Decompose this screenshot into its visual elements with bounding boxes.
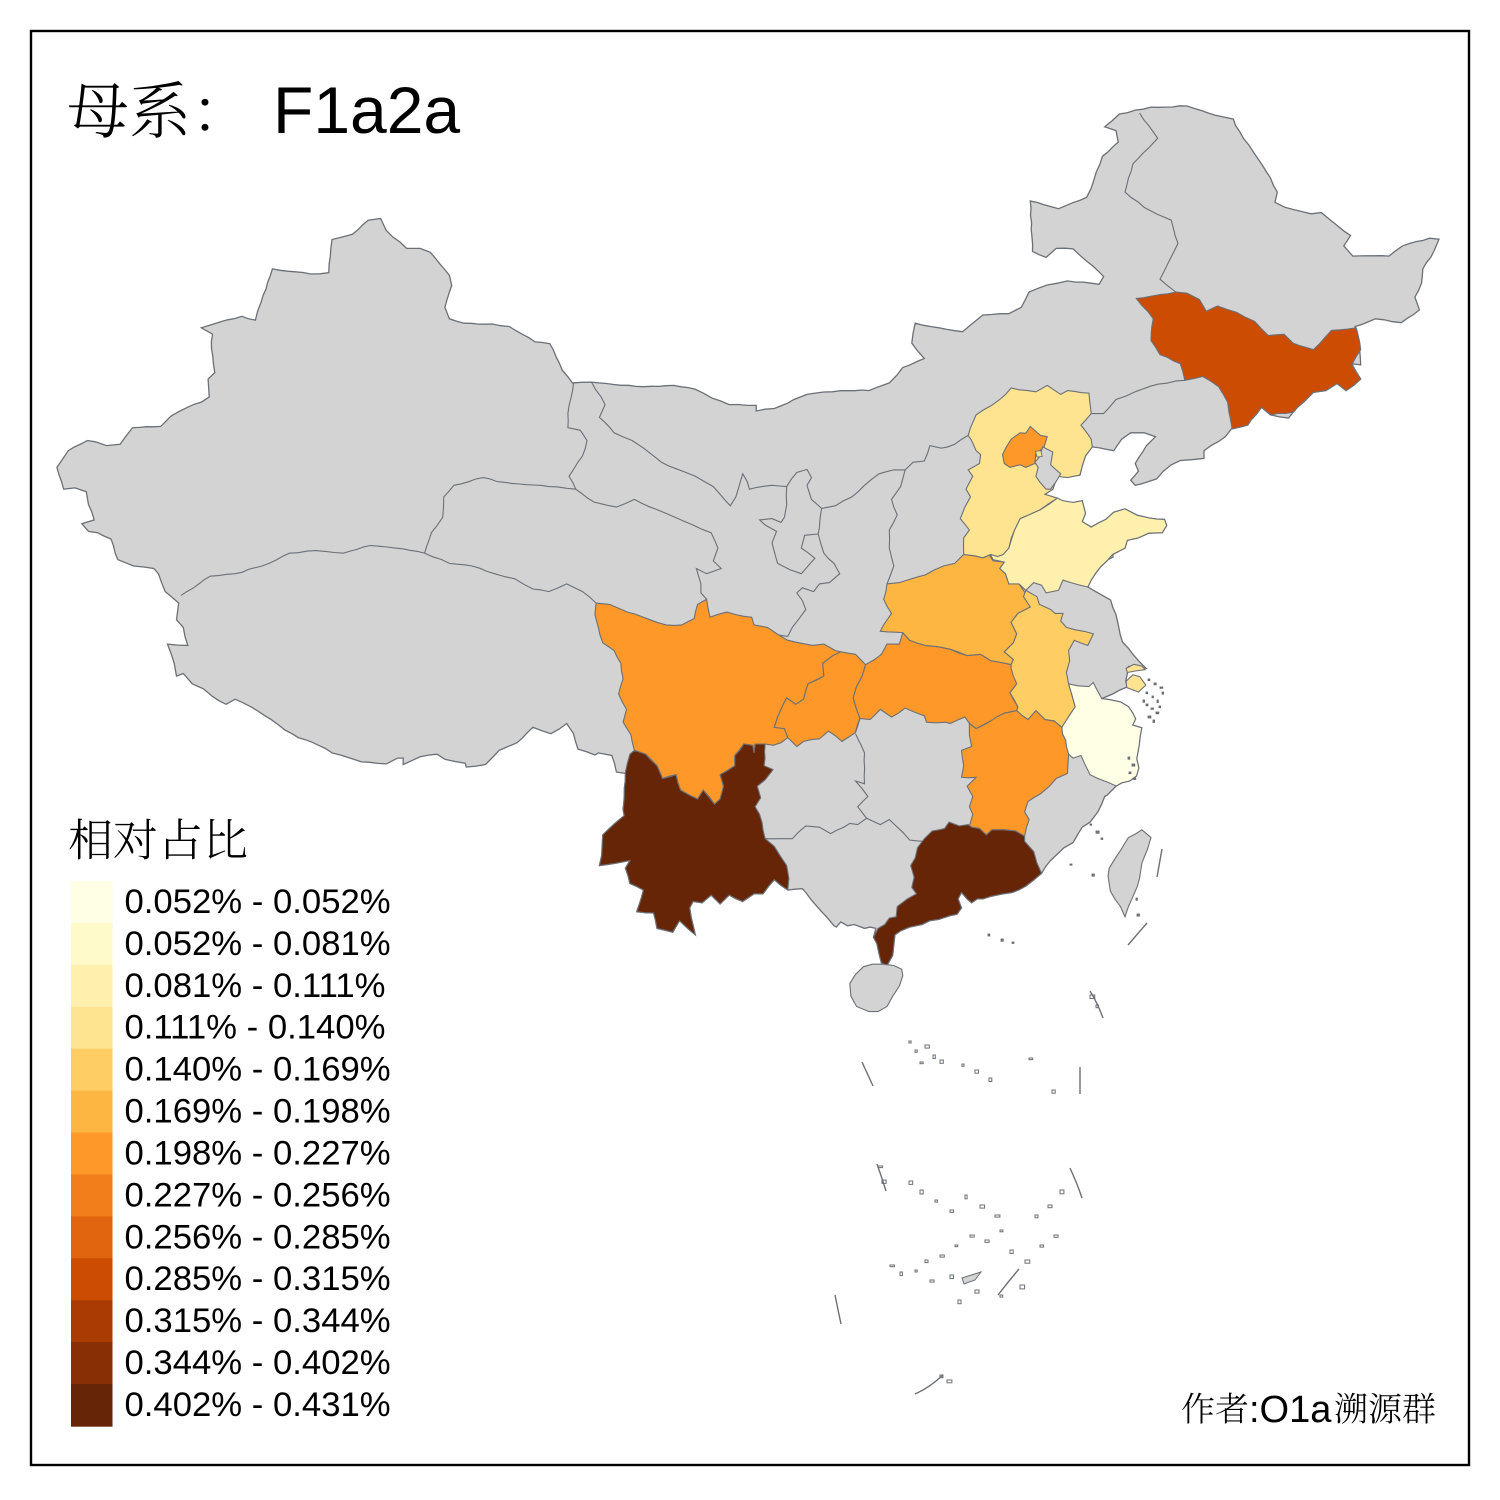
svg-text::O1a: :O1a (1249, 1389, 1332, 1431)
svg-text:0.256% - 0.285%: 0.256% - 0.285% (125, 1218, 391, 1256)
svg-text:0.285% - 0.315%: 0.285% - 0.315% (125, 1260, 391, 1298)
svg-text:0.344% - 0.402%: 0.344% - 0.402% (125, 1344, 391, 1382)
svg-text:0.402% - 0.431%: 0.402% - 0.431% (125, 1386, 391, 1424)
svg-text:0.111% - 0.140%: 0.111% - 0.140% (125, 1009, 386, 1047)
svg-text:0.315% - 0.344%: 0.315% - 0.344% (125, 1302, 391, 1340)
svg-text:0.052% - 0.081%: 0.052% - 0.081% (125, 925, 391, 963)
svg-text:F1a2a: F1a2a (273, 73, 460, 147)
svg-text:0.198% - 0.227%: 0.198% - 0.227% (125, 1135, 391, 1173)
svg-text:0.081% - 0.111%: 0.081% - 0.111% (125, 967, 386, 1005)
svg-text:0.169% - 0.198%: 0.169% - 0.198% (125, 1093, 391, 1131)
svg-text:0.140% - 0.169%: 0.140% - 0.169% (125, 1051, 391, 1089)
svg-text:0.227% - 0.256%: 0.227% - 0.256% (125, 1176, 391, 1214)
svg-text:0.052% - 0.052%: 0.052% - 0.052% (125, 883, 391, 921)
